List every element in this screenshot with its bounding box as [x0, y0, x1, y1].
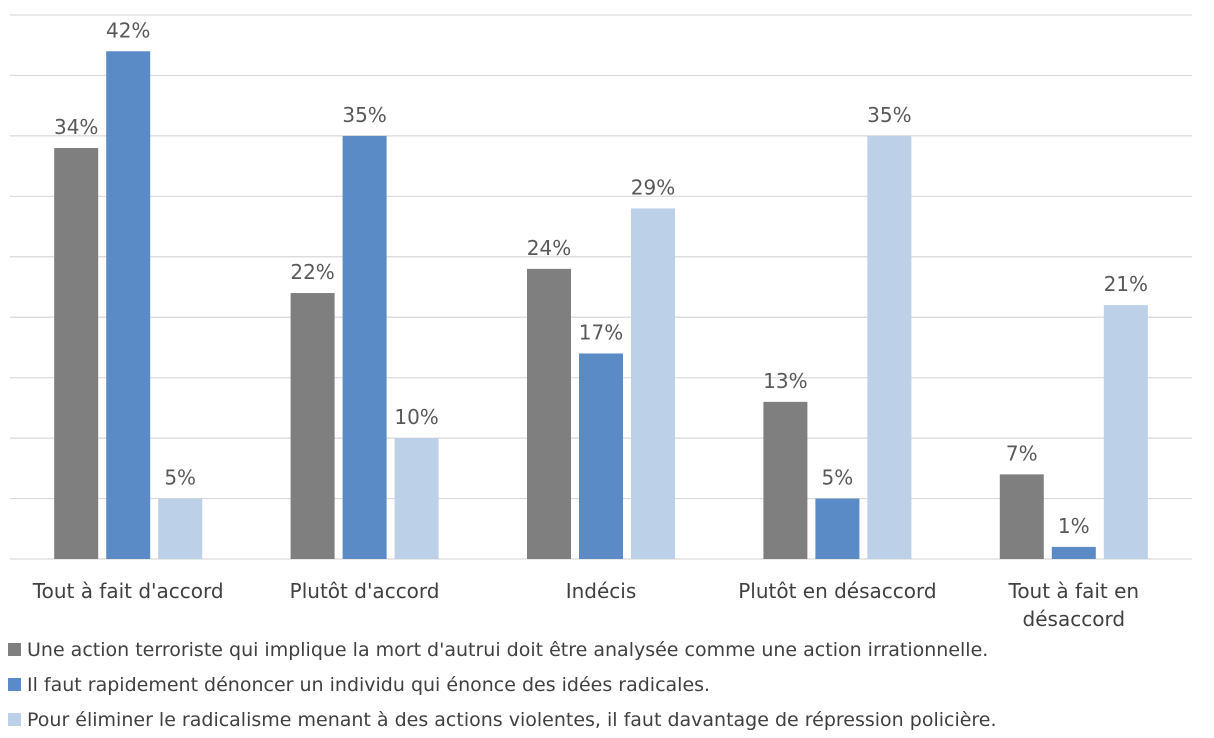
legend-label-series-2: Il faut rapidement dénoncer un individu … — [27, 673, 711, 696]
bar-series-3-3 — [631, 208, 675, 559]
bar-series-2-2 — [342, 135, 387, 559]
data-label-series-2-2: 35% — [342, 103, 386, 127]
data-label-series-3-2: 10% — [394, 405, 438, 429]
bar-series-3-2 — [394, 438, 439, 559]
data-label-series-2-1: 42% — [106, 18, 150, 42]
data-label-series-1-4: 13% — [763, 369, 807, 393]
bar-series-1-5 — [999, 474, 1044, 559]
data-label-series-2-4: 5% — [822, 466, 854, 490]
category-label-4: Plutôt en désaccord — [738, 579, 936, 603]
bar-series-1-3 — [527, 268, 571, 559]
data-label-series-2-3: 17% — [579, 320, 623, 344]
legend-label-series-3: Pour éliminer le radicalisme menant à de… — [27, 708, 997, 731]
legend-swatch-series-1 — [8, 643, 21, 656]
category-label-1: Tout à fait d'accord — [32, 579, 224, 603]
legend-label-series-1: Une action terroriste qui implique la mo… — [27, 638, 989, 661]
bar-series-3-5 — [1103, 305, 1148, 559]
data-label-series-3-3: 29% — [631, 175, 675, 199]
data-labels: 34% 22% 24% 13% 7% 42% 35% 17% 5% 1% 5% 10% 29% 35% 21… — [54, 18, 1148, 538]
gridlines — [10, 14, 1192, 560]
legend-item-series-1: Une action terroriste qui implique la mo… — [8, 632, 997, 667]
bar-series-2-1 — [106, 51, 151, 560]
data-label-series-2-5: 1% — [1058, 514, 1090, 538]
legend-item-series-2: Il faut rapidement dénoncer un individu … — [8, 667, 997, 702]
category-labels: Tout à fait d'accord Plutôt d'accord Indéc… — [32, 579, 1139, 631]
legend: Une action terroriste qui implique la mo… — [8, 632, 997, 737]
data-label-series-1-2: 22% — [290, 260, 334, 284]
data-label-series-3-1: 5% — [164, 466, 196, 490]
bar-series-1-4 — [763, 401, 808, 559]
bar-series-2-5 — [1051, 546, 1096, 559]
bar-series-1-2 — [290, 293, 335, 559]
bar-series-2-4 — [815, 498, 860, 559]
legend-swatch-series-3 — [8, 713, 21, 726]
bar-series-1-1 — [54, 147, 99, 559]
bar-chart: 34% 22% 24% 13% 7% 42% 35% 17% 5% 1% 5% 10% 29% 35% 21… — [10, 14, 1192, 631]
legend-item-series-3: Pour éliminer le radicalisme menant à de… — [8, 702, 997, 737]
data-label-series-3-4: 35% — [867, 103, 911, 127]
bar-series-3-1 — [158, 498, 203, 559]
bars — [54, 51, 1148, 560]
legend-swatch-series-2 — [8, 678, 21, 691]
category-label-2: Plutôt d'accord — [290, 579, 440, 603]
bar-series-2-3 — [579, 353, 623, 559]
data-label-series-3-5: 21% — [1104, 272, 1148, 296]
data-label-series-1-3: 24% — [527, 236, 571, 260]
category-label-3: Indécis — [566, 579, 637, 603]
data-label-series-1-1: 34% — [54, 115, 98, 139]
category-label-5: Tout à fait en désaccord — [1008, 579, 1140, 631]
bar-series-3-4 — [867, 135, 912, 559]
data-label-series-1-5: 7% — [1006, 441, 1038, 465]
